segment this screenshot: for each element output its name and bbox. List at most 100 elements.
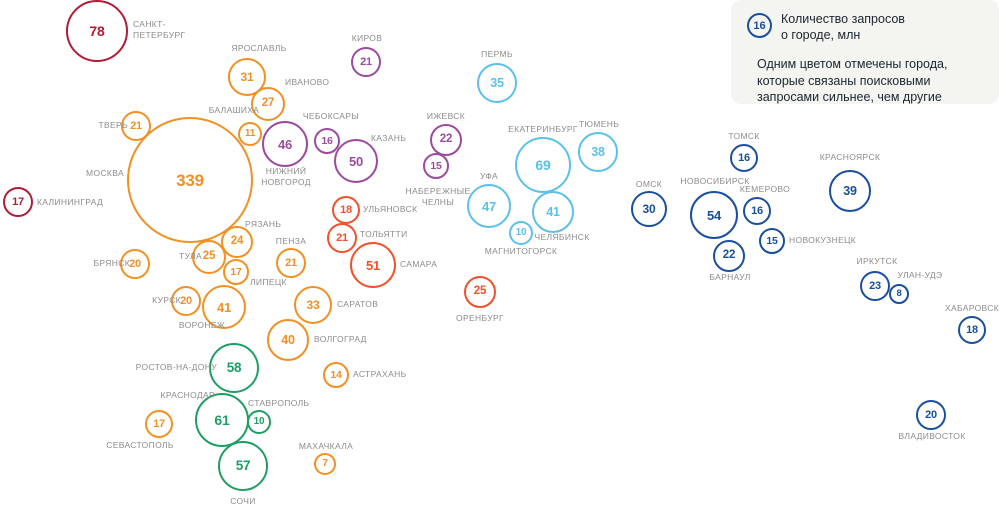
bubble-киров[interactable]: 21	[351, 47, 381, 77]
city-label-тольятти: ТОЛЬЯТТИ	[360, 229, 408, 239]
bubble-астрахань[interactable]: 14	[323, 362, 349, 388]
bubble-иваново[interactable]: 27	[251, 87, 285, 121]
city-label-казань: КАЗАНЬ	[371, 133, 407, 143]
city-label-махачкала: МАХАЧКАЛА	[298, 441, 354, 451]
bubble-волгоград[interactable]: 40	[267, 319, 309, 361]
bubble-сочи[interactable]: 57	[218, 441, 268, 491]
bubble-пенза[interactable]: 21	[276, 248, 306, 278]
bubble-value: 23	[869, 279, 881, 292]
bubble-саратов[interactable]: 33	[294, 286, 332, 324]
bubble-новосибирск[interactable]: 54	[690, 191, 738, 239]
bubble-value: 17	[12, 195, 24, 208]
bubble-value: 7	[322, 458, 328, 469]
bubble-красноярск[interactable]: 39	[829, 170, 871, 212]
city-label-уфа: УФА	[479, 171, 499, 181]
bubble-value: 18	[966, 323, 978, 336]
bubble-барнаул[interactable]: 22	[713, 240, 745, 272]
bubble-хабаровск[interactable]: 18	[958, 316, 986, 344]
bubble-value: 33	[306, 298, 320, 312]
bubble-value: 18	[340, 203, 352, 216]
bubble-value: 58	[226, 360, 242, 376]
bubble-ижевск[interactable]: 22	[430, 124, 462, 156]
city-label-ярославль: ЯРОСЛАВЛЬ	[231, 43, 287, 53]
city-label-хабаровск: ХАБАРОВСК	[944, 303, 999, 313]
bubble-тольятти[interactable]: 21	[327, 223, 357, 253]
city-label-воронеж: ВОРОНЕЖ	[178, 320, 226, 330]
bubble-value: 21	[336, 231, 348, 244]
bubble-томск[interactable]: 16	[730, 144, 758, 172]
bubble-новокузнецк[interactable]: 15	[759, 228, 785, 254]
bubble-тюмень[interactable]: 38	[578, 132, 618, 172]
bubble-ростов-на-дону[interactable]: 58	[209, 343, 259, 393]
bubble-омск[interactable]: 30	[631, 191, 667, 227]
bubble-value: 47	[481, 198, 497, 214]
city-label-владивосток: ВЛАДИВОСТОК	[898, 431, 966, 441]
bubble-курск[interactable]: 20	[171, 286, 201, 316]
city-label-брянск: БРЯНСК	[93, 258, 130, 268]
bubble-севастополь[interactable]: 17	[145, 410, 173, 438]
bubble-тула[interactable]: 25	[192, 240, 226, 274]
bubble-липецк[interactable]: 17	[223, 259, 249, 285]
city-label-кемерово: КЕМЕРОВО	[739, 184, 791, 194]
bubble-value: 30	[642, 202, 656, 216]
bubble-ярославль[interactable]: 31	[228, 58, 266, 96]
bubble-value: 50	[348, 153, 364, 169]
bubble-нижний-новгород[interactable]: 46	[262, 121, 308, 167]
bubble-value: 24	[230, 235, 244, 248]
bubble-value: 17	[230, 265, 242, 278]
city-label-томск: ТОМСК	[728, 131, 760, 141]
bubble-value: 35	[490, 75, 504, 90]
city-label-пенза: ПЕНЗА	[275, 236, 307, 246]
bubble-чебоксары[interactable]: 16	[314, 128, 340, 154]
bubble-уфа[interactable]: 47	[467, 184, 511, 228]
bubble-ставрополь[interactable]: 10	[247, 410, 271, 434]
city-label-новокузнецк: НОВОКУЗНЕЦК	[789, 235, 857, 245]
bubble-набережные-челны[interactable]: 15	[423, 153, 449, 179]
city-label-магнитогорск: МАГНИТОГОРСК	[484, 246, 558, 256]
bubble-иркутск[interactable]: 23	[860, 271, 890, 301]
city-label-тюмень: ТЮМЕНЬ	[578, 119, 620, 129]
legend-panel: 16 Количество запросов о городе, млн Одн…	[731, 0, 999, 104]
bubble-value: 339	[176, 170, 204, 190]
city-label-тверь: ТВЕРЬ	[98, 120, 128, 130]
bubble-value: 17	[153, 417, 165, 430]
city-label-ижевск: ИЖЕВСК	[426, 111, 466, 121]
legend-title-row: 16 Количество запросов о городе, млн	[747, 12, 985, 43]
bubble-воронеж[interactable]: 41	[202, 285, 246, 329]
bubble-краснодар[interactable]: 61	[195, 393, 249, 447]
bubble-пермь[interactable]: 35	[477, 63, 517, 103]
city-label-челябинск: ЧЕЛЯБИНСК	[534, 232, 590, 242]
city-label-ростов-на-дону: РОСТОВ-НА-ДОНУ	[135, 362, 217, 372]
bubble-value: 41	[546, 204, 560, 219]
bubble-оренбург[interactable]: 25	[464, 276, 496, 308]
bubble-брянск[interactable]: 20	[120, 249, 150, 279]
bubble-калининград[interactable]: 17	[3, 187, 33, 217]
bubble-челябинск[interactable]: 41	[532, 191, 574, 233]
bubble-владивосток[interactable]: 20	[916, 400, 946, 430]
bubble-рязань[interactable]: 24	[221, 226, 253, 258]
bubble-балашиха[interactable]: 11	[238, 122, 262, 146]
bubble-тверь[interactable]: 21	[121, 111, 151, 141]
bubble-москва[interactable]: 339	[127, 117, 253, 243]
bubble-махачкала[interactable]: 7	[314, 453, 336, 475]
city-label-рязань: РЯЗАНЬ	[245, 219, 282, 229]
bubble-кемерово[interactable]: 16	[743, 197, 771, 225]
city-label-сочи: СОЧИ	[230, 496, 256, 506]
bubble-value: 16	[321, 134, 333, 147]
bubble-value: 78	[89, 23, 105, 39]
bubble-value: 41	[216, 299, 232, 315]
bubble-казань[interactable]: 50	[334, 139, 378, 183]
city-label-балашиха: БАЛАШИХА	[208, 105, 260, 115]
bubble-улан-удэ[interactable]: 8	[889, 284, 909, 304]
bubble-санкт-петербург[interactable]: 78	[66, 0, 128, 62]
city-label-ульяновск: УЛЬЯНОВСК	[363, 204, 418, 214]
bubble-value: 20	[129, 257, 141, 270]
bubble-value: 22	[439, 133, 453, 146]
bubble-ульяновск[interactable]: 18	[332, 196, 360, 224]
bubble-екатеринбург[interactable]: 69	[515, 137, 571, 193]
bubble-самара[interactable]: 51	[350, 242, 396, 288]
bubble-магнитогорск[interactable]: 10	[509, 221, 533, 245]
city-label-омск: ОМСК	[635, 179, 663, 189]
bubble-value: 10	[253, 416, 265, 427]
